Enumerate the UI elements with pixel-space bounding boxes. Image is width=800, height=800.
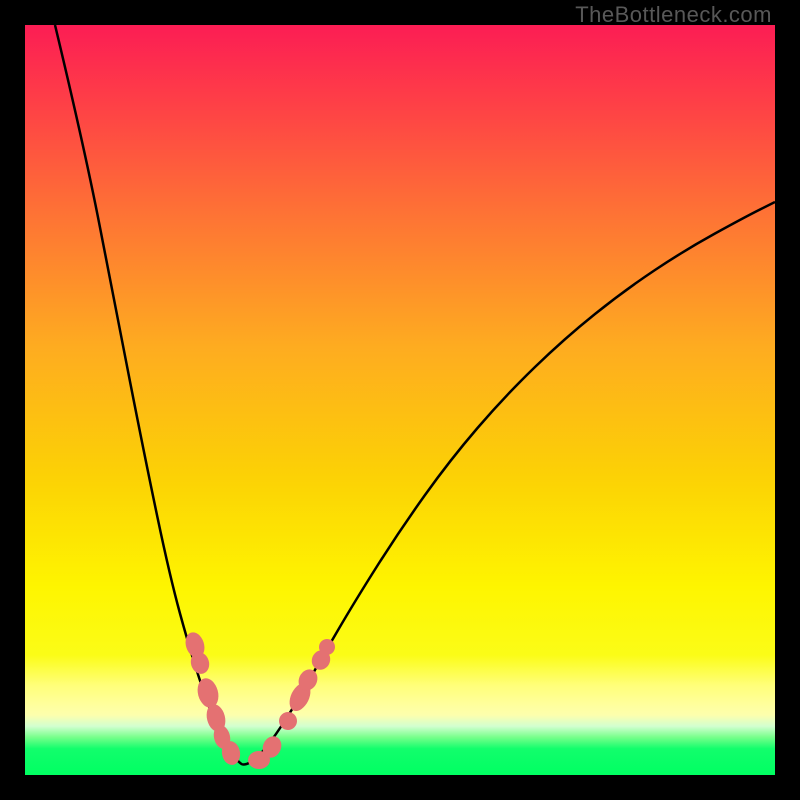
curve-group	[55, 25, 775, 765]
v-curve-path	[55, 25, 775, 765]
attribution-label: TheBottleneck.com	[575, 2, 772, 28]
data-marker	[194, 676, 221, 710]
data-markers	[182, 630, 337, 769]
bottleneck-chart	[25, 25, 775, 775]
